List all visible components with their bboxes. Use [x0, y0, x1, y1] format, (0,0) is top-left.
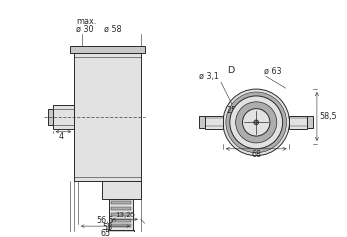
Circle shape — [243, 109, 270, 136]
Text: 13,25: 13,25 — [115, 212, 135, 218]
Text: D: D — [227, 66, 234, 75]
Text: ø 30: ø 30 — [76, 24, 94, 33]
Bar — [111, 224, 131, 227]
Bar — [307, 117, 313, 128]
Text: ø 63: ø 63 — [264, 66, 281, 75]
Circle shape — [230, 96, 283, 149]
Text: max.: max. — [76, 18, 96, 27]
Circle shape — [251, 125, 261, 135]
Bar — [111, 213, 131, 216]
Bar — [200, 117, 205, 128]
Circle shape — [254, 120, 259, 125]
Bar — [108, 230, 134, 236]
Bar — [48, 109, 53, 125]
Bar — [102, 181, 141, 199]
Text: 68: 68 — [251, 150, 261, 159]
Circle shape — [226, 92, 287, 153]
Bar — [74, 53, 141, 181]
Text: 65: 65 — [100, 229, 111, 237]
Circle shape — [236, 102, 277, 143]
Text: ø 3,1: ø 3,1 — [199, 72, 219, 81]
Bar — [109, 199, 133, 230]
Text: 25°: 25° — [227, 105, 241, 114]
Bar — [53, 105, 74, 129]
Text: 58: 58 — [102, 223, 112, 232]
Bar — [245, 127, 267, 133]
Text: 4: 4 — [59, 132, 64, 141]
Bar — [205, 115, 223, 129]
Text: ø 58: ø 58 — [103, 24, 121, 33]
Bar — [111, 201, 131, 205]
Bar — [111, 207, 131, 210]
Circle shape — [247, 121, 265, 139]
Bar — [289, 115, 307, 129]
Bar — [70, 46, 145, 53]
Text: 56,5: 56,5 — [97, 216, 114, 225]
Bar — [111, 219, 131, 222]
Polygon shape — [243, 95, 270, 124]
Text: 58,5: 58,5 — [320, 112, 338, 121]
Circle shape — [223, 89, 289, 156]
